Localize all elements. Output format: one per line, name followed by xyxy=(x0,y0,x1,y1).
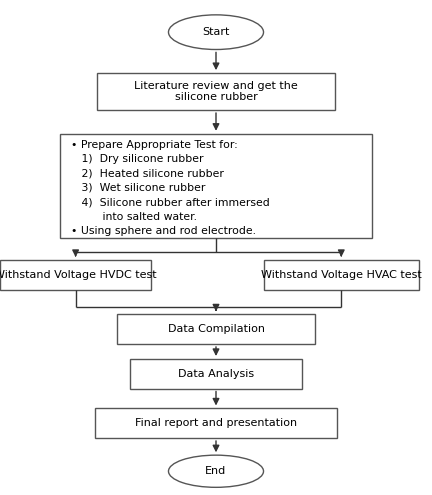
Text: Final report and presentation: Final report and presentation xyxy=(135,418,297,428)
Text: Data Analysis: Data Analysis xyxy=(178,369,254,379)
Text: Withstand Voltage HVDC test: Withstand Voltage HVDC test xyxy=(0,270,157,280)
Ellipse shape xyxy=(168,455,264,487)
FancyBboxPatch shape xyxy=(117,314,315,344)
Text: Literature review and get the
silicone rubber: Literature review and get the silicone r… xyxy=(134,81,298,102)
Ellipse shape xyxy=(168,15,264,50)
Text: Withstand Voltage HVAC test: Withstand Voltage HVAC test xyxy=(261,270,422,280)
FancyBboxPatch shape xyxy=(60,134,372,238)
Text: • Prepare Appropriate Test for:
   1)  Dry silicone rubber
   2)  Heated silicon: • Prepare Appropriate Test for: 1) Dry s… xyxy=(71,140,270,236)
FancyBboxPatch shape xyxy=(95,408,337,438)
FancyBboxPatch shape xyxy=(0,260,151,290)
Text: End: End xyxy=(205,466,227,476)
FancyBboxPatch shape xyxy=(130,359,302,389)
Text: Start: Start xyxy=(202,27,230,37)
FancyBboxPatch shape xyxy=(97,73,335,110)
FancyBboxPatch shape xyxy=(264,260,419,290)
Text: Data Compilation: Data Compilation xyxy=(168,324,264,334)
